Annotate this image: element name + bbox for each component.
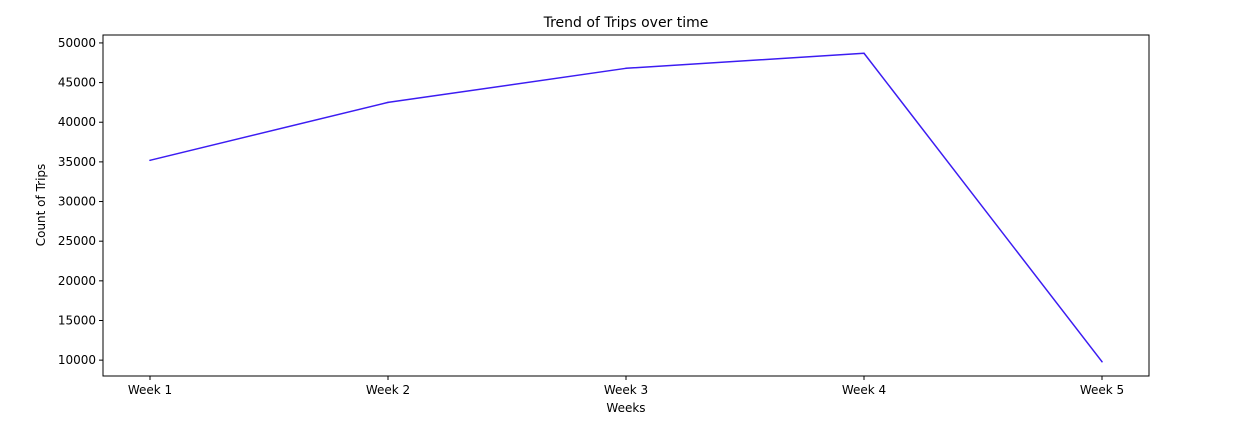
data-point [863,52,865,55]
data-point [625,67,627,70]
chart-title: Trend of Trips over time [543,15,709,31]
y-axis-title: Count of Trips [34,164,48,247]
x-tick-label: Week 4 [842,383,886,397]
data-point [1101,360,1103,363]
y-tick-label: 10000 [58,353,96,367]
plot-frame [102,34,1150,377]
x-tick-label: Week 3 [604,383,648,397]
y-tick-label: 45000 [58,76,96,90]
y-tick-label: 20000 [58,274,96,288]
series-line [149,52,1103,363]
x-tick-label: Week 5 [1080,383,1124,397]
y-tick-label: 35000 [58,155,96,169]
y-tick-label: 40000 [58,115,96,129]
y-tick-label: 25000 [58,234,96,248]
x-axis-title: Weeks [606,401,645,415]
x-tick-label: Week 2 [366,383,410,397]
data-point [149,159,151,162]
x-tick-label: Week 1 [128,383,172,397]
data-point [387,101,389,104]
y-tick-label: 15000 [58,313,96,327]
y-tick-label: 30000 [58,195,96,209]
y-tick-label: 50000 [58,36,96,50]
